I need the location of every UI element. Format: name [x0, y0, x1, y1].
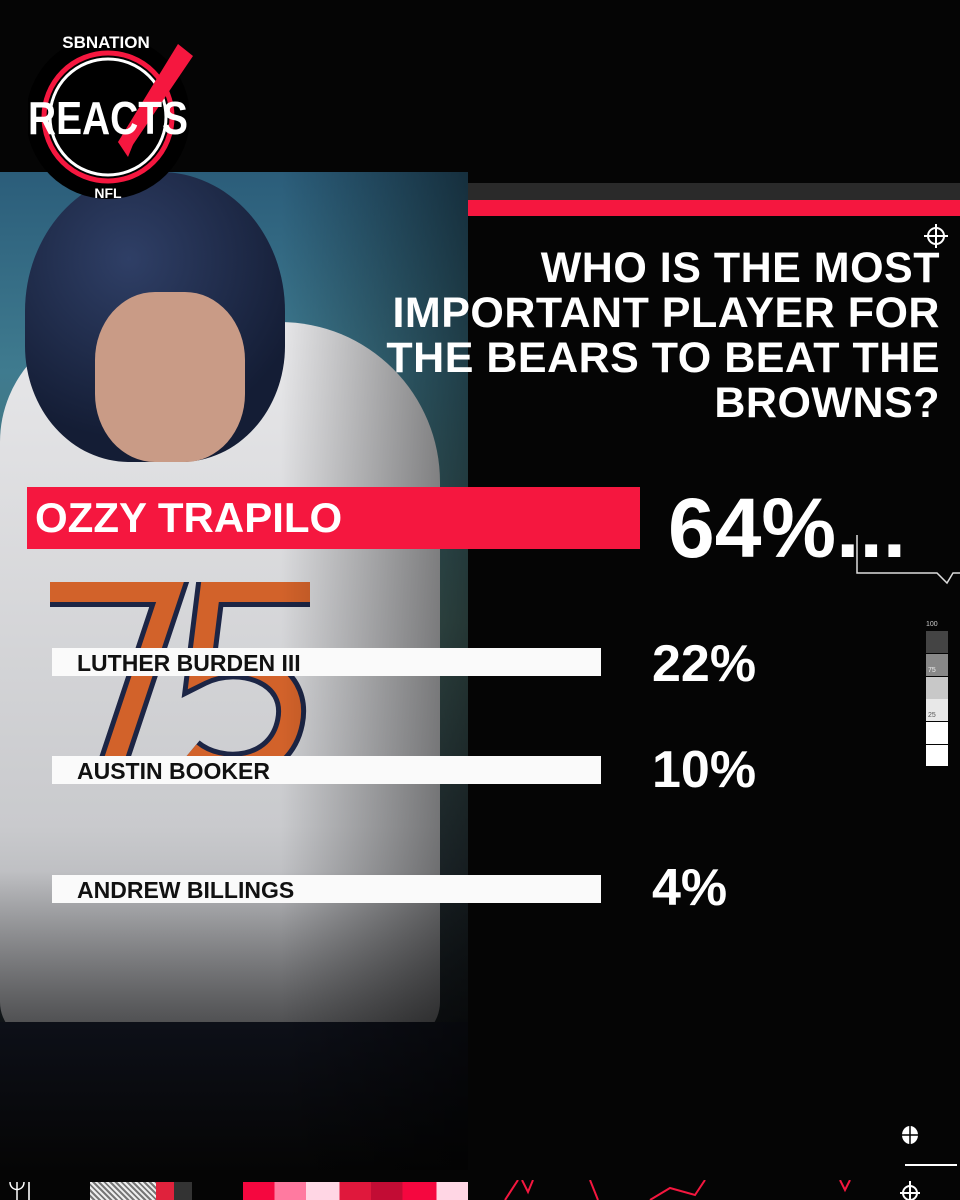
label-luther-burden-iii: LUTHER BURDEN III [77, 650, 301, 676]
decor-marks [900, 1126, 957, 1200]
scale-label-75: 75 [928, 667, 936, 674]
poll-question: WHO IS THE MOST IMPORTANT PLAYER FOR THE… [386, 244, 940, 427]
scale-swatch [926, 745, 948, 766]
pct-andrew-billings: 4% [652, 859, 728, 917]
pct-luther-burden-iii: 22% [652, 635, 757, 693]
bar-austin-booker [52, 756, 601, 784]
scale-label-25: 25 [928, 712, 936, 719]
crosshair-icon [924, 224, 948, 248]
pct-austin-booker: 10% [652, 741, 757, 799]
scale-swatch [926, 722, 948, 744]
bar-andrew-billings [52, 875, 601, 903]
scale-label-100: 100 [926, 621, 938, 628]
psi-icon [9, 1181, 25, 1200]
scale-swatch [926, 699, 948, 721]
svg-text:REACTS: REACTS [28, 92, 188, 144]
label-andrew-billings: ANDREW BILLINGS [77, 877, 295, 903]
bar-ozzy-trapilo [27, 487, 640, 549]
svg-text:NFL: NFL [94, 185, 122, 201]
label-ozzy-trapilo: OZZY TRAPILO [35, 494, 343, 541]
bar-luther-burden-iii [52, 648, 601, 676]
header-red-bar [468, 200, 960, 216]
scale-swatch [926, 654, 948, 676]
scale-swatch [926, 677, 948, 699]
sbnation-reacts-logo: SBNATION REACTS NFL [28, 33, 193, 201]
scale-swatch [926, 631, 948, 653]
bottom-decor-strip [0, 1180, 960, 1200]
label-austin-booker: AUSTIN BOOKER [77, 758, 270, 784]
header-gray-bar [468, 183, 960, 200]
callout-bracket [856, 535, 960, 585]
pct-ozzy-trapilo: 64%... [668, 481, 907, 575]
svg-text:SBNATION: SBNATION [62, 33, 150, 52]
